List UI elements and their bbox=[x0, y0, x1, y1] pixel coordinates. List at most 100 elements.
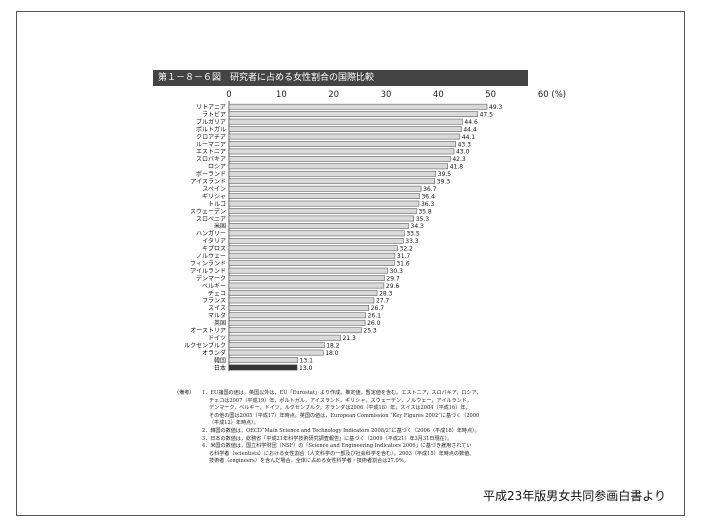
notes-label: （備考） bbox=[174, 390, 195, 396]
x-tick-label: 40 bbox=[433, 90, 444, 100]
data-label: 47.5 bbox=[480, 111, 494, 118]
category-label: ロシア bbox=[208, 164, 226, 171]
category-label: ラトビア bbox=[202, 110, 226, 118]
data-label: 42.3 bbox=[452, 156, 466, 163]
data-label: 44.1 bbox=[462, 134, 476, 141]
category-label: デンマーク bbox=[196, 274, 226, 282]
data-label: 43.3 bbox=[458, 141, 472, 148]
bar bbox=[228, 342, 325, 348]
category-label: チェコ bbox=[208, 290, 226, 297]
data-label: 26.0 bbox=[367, 320, 381, 327]
data-label: 35.8 bbox=[418, 208, 432, 215]
data-label: 36.4 bbox=[421, 193, 435, 200]
note-line: 4．米国の数値は，国立科学財団（NSF）の「Science and Engine… bbox=[202, 443, 472, 450]
category-label: ギリシャ bbox=[202, 193, 226, 200]
bar bbox=[228, 111, 478, 118]
category-label: ノルウェー bbox=[196, 252, 226, 260]
category-label: ポーランド bbox=[196, 170, 226, 178]
x-tick-label: 30 bbox=[381, 90, 392, 100]
bar bbox=[228, 297, 375, 304]
data-label: 41.8 bbox=[450, 164, 464, 171]
category-label: スペイン bbox=[202, 186, 226, 193]
bar bbox=[228, 215, 414, 222]
bar bbox=[228, 126, 462, 132]
category-label: ブルガリア bbox=[196, 118, 226, 126]
x-tick-label: 60 (%) bbox=[538, 90, 566, 100]
bar bbox=[228, 245, 398, 252]
bar bbox=[228, 357, 298, 363]
note-line: 3．日本の数値は，総務省「平成21年科学技術研究調査報告」に基づく（2009（平… bbox=[202, 435, 453, 442]
category-label: エストニア bbox=[196, 149, 226, 156]
data-label: 31.7 bbox=[397, 253, 411, 260]
bar bbox=[228, 200, 420, 207]
bar bbox=[228, 103, 488, 110]
note-line: 技術者（engineers）を含んだ場合，全体に占める女性科学者・技術者割合は2… bbox=[209, 458, 409, 465]
category-label: 韓国 bbox=[214, 356, 226, 364]
data-label: 13.0 bbox=[299, 365, 313, 372]
category-label: スロバキア bbox=[196, 156, 226, 163]
note-line: チェコは2007（平成19）年，ポルトガル，アイスランド，ギリシャ，スウェーデン… bbox=[209, 397, 472, 404]
data-label: 13.1 bbox=[300, 357, 314, 364]
category-label: フランス bbox=[202, 298, 226, 305]
data-label: 35.3 bbox=[416, 216, 430, 223]
category-label: ベルギー bbox=[202, 283, 226, 290]
bar bbox=[228, 267, 388, 274]
category-label: アイスランド bbox=[190, 179, 226, 186]
data-label: 26.1 bbox=[368, 313, 382, 320]
category-label: オランダ bbox=[202, 349, 226, 357]
category-label: クロアチア bbox=[196, 134, 226, 141]
note-line: その他の国は2005（平成17）年時点。英国の値は，European Commi… bbox=[209, 412, 480, 419]
bar bbox=[228, 170, 436, 177]
category-label: スロベニア bbox=[196, 216, 226, 223]
page-frame bbox=[16, 11, 685, 516]
category-label: フィンランド bbox=[190, 260, 226, 267]
category-label: スウェーデン bbox=[190, 207, 226, 215]
bar bbox=[228, 230, 405, 237]
category-label: ルーマニア bbox=[196, 141, 226, 148]
data-label: 39.3 bbox=[437, 179, 451, 186]
category-label: トルコ bbox=[208, 201, 226, 208]
category-label: ルクセンブルク bbox=[184, 341, 226, 349]
data-label: 36.7 bbox=[423, 186, 437, 193]
bar bbox=[228, 237, 404, 244]
bar bbox=[228, 178, 435, 185]
category-label: イタリア bbox=[202, 237, 226, 245]
bar bbox=[228, 349, 324, 356]
category-label: キプロス bbox=[202, 246, 226, 253]
data-label: 29.6 bbox=[386, 283, 400, 290]
category-label: リトアニア bbox=[196, 104, 226, 111]
data-label: 31.6 bbox=[396, 260, 410, 267]
data-label: 32.2 bbox=[400, 246, 414, 253]
data-label: 27.7 bbox=[376, 298, 390, 305]
note-line: る科学者（scientists）における女性割合（人文科学の一部及び社会科学を含… bbox=[209, 450, 475, 457]
category-label: 日本 bbox=[214, 364, 226, 372]
data-label: 33.3 bbox=[405, 238, 419, 245]
bar bbox=[228, 208, 417, 214]
category-label: ハンガリー bbox=[196, 230, 226, 238]
data-label: 36.3 bbox=[421, 201, 435, 208]
x-tick-label: 0 bbox=[226, 90, 231, 100]
bar bbox=[228, 260, 395, 267]
source-caption: 平成23年版男女共同参画白書より bbox=[482, 489, 666, 503]
bar bbox=[228, 163, 449, 170]
bar bbox=[228, 275, 385, 281]
data-label: 18.2 bbox=[326, 342, 340, 349]
bar bbox=[228, 252, 396, 259]
bar bbox=[228, 133, 461, 140]
bar bbox=[228, 185, 422, 192]
data-label: 30.3 bbox=[390, 268, 404, 275]
note-line: デンマーク，ベルギー，ドイツ，ルクセンブルク，オランダは2006（平成18）年，… bbox=[209, 405, 471, 412]
bar bbox=[228, 282, 385, 289]
data-label: 43.0 bbox=[456, 149, 470, 156]
category-label: スイス bbox=[208, 305, 226, 312]
data-label: 26.7 bbox=[371, 305, 385, 312]
category-label: ドイツ bbox=[208, 335, 226, 342]
category-label: アイルランド bbox=[190, 268, 226, 275]
bar bbox=[228, 334, 341, 341]
category-label: 米国 bbox=[214, 222, 226, 230]
data-label: 21.3 bbox=[342, 335, 356, 342]
data-label: 25.3 bbox=[363, 328, 377, 335]
bar bbox=[228, 118, 463, 125]
data-label: 18.0 bbox=[325, 350, 339, 357]
